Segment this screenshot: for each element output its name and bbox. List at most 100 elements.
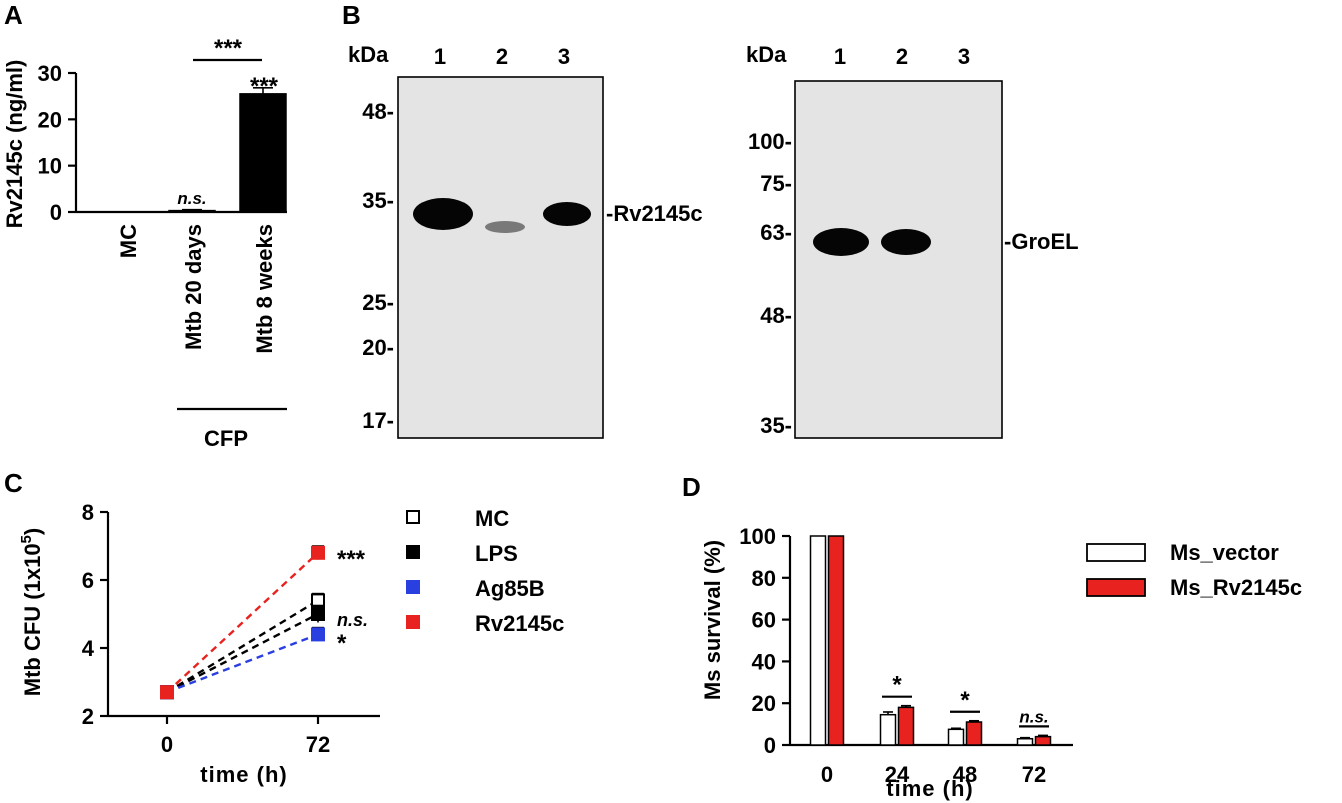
d-bar-ms_vector-24	[879, 713, 897, 746]
c-point-lps-1	[311, 607, 325, 621]
c-ytick-label-2: 6	[82, 568, 94, 593]
b1-band-lane-2	[485, 221, 525, 233]
a-group-label: CFP	[204, 426, 248, 451]
b2-band-label: -GroEL	[1004, 229, 1079, 254]
c-legend-label-lps: LPS	[475, 541, 518, 566]
a-bar-sig: ***	[250, 73, 279, 100]
b2-membrane	[794, 80, 1003, 439]
c-legend-marker-mc	[406, 510, 420, 524]
a-ytick-label-1: 10	[38, 154, 62, 179]
a-ylabel: Rv2145c (ng/ml)	[2, 60, 27, 229]
panel-label-b: B	[342, 0, 361, 30]
d-legend-swatch-ms_vector	[1086, 543, 1146, 562]
c-line-mc	[166, 599, 319, 694]
d-bar-ms_rv2145c-48	[965, 721, 983, 746]
c-legend-label-mc: MC	[475, 506, 509, 531]
c-xtick-label-0: 0	[161, 732, 173, 757]
a-ytick-label-3: 30	[38, 61, 62, 86]
d-bar-ms_vector-72	[1016, 737, 1034, 746]
c-ytick-label-0: 2	[82, 704, 94, 729]
d-ytick-label-2: 40	[752, 649, 776, 674]
d-bar-ms_rv2145c-72	[1034, 735, 1052, 746]
d-ytick-label-5: 100	[739, 524, 776, 549]
a-xtick-label-0: MC	[116, 224, 141, 258]
d-ytick-label-4: 80	[752, 566, 776, 591]
c-sig-ag: *	[337, 630, 347, 657]
a-ytick-label-2: 20	[38, 107, 62, 132]
b2-band-lane-2	[881, 229, 931, 255]
panel-label-c: C	[4, 468, 23, 498]
b1-marker-20: 20-	[362, 335, 394, 360]
c-legend-marker-rv2145c	[406, 615, 420, 629]
b1-marker-17: 17-	[362, 408, 394, 433]
b2-marker-48: 48-	[760, 303, 792, 328]
d-ytick-label-1: 20	[752, 691, 776, 716]
d-bar-ms_rv2145c-24	[897, 706, 915, 746]
d-ytick-label-0: 0	[764, 733, 776, 758]
d-bar-ms_vector-48	[947, 728, 965, 746]
a-bar-1	[168, 209, 216, 213]
b2-lane-1: 1	[834, 44, 846, 69]
c-xlabel: time (h)	[200, 762, 287, 787]
c-legend-marker-lps	[406, 545, 420, 559]
b1-band-lane-1	[413, 198, 473, 230]
d-ytick-label-3: 60	[752, 608, 776, 633]
c-ylabel-end: )	[20, 528, 45, 535]
b1-lane-2: 2	[496, 44, 508, 69]
a-xtick-label-2: Mtb 8 weeks	[252, 224, 277, 354]
d-xlabel: time (h)	[886, 776, 973, 801]
panel-b: kDa 1 2 3 48- 35- 25- 20- 17- -Rv2145c k…	[348, 42, 1079, 439]
c-sig-mc: n.s.	[337, 610, 368, 630]
b1-marker-25: 25-	[362, 290, 394, 315]
d-bar-ms_vector-0	[809, 535, 827, 746]
b2-lane-2: 2	[896, 44, 908, 69]
d-legend-label-ms_rv2145c: Ms_Rv2145c	[1170, 575, 1302, 600]
a-bar-ns: n.s.	[177, 189, 206, 208]
d-sig-label-3: n.s.	[1019, 707, 1048, 726]
c-sig-rv: ***	[337, 546, 366, 573]
c-legend-label-ag85b: Ag85B	[475, 576, 545, 601]
c-legend-marker-ag85b	[406, 580, 420, 594]
c-point-ag85b-1	[311, 627, 325, 642]
panel-a: Rv2145c (ng/ml) 0 10 20 30 MC Mtb 20 days Mtb…	[2, 35, 287, 451]
b2-marker-75: 75-	[760, 171, 792, 196]
d-ylabel: Ms survival (%)	[700, 540, 725, 700]
b2-marker-63: 63-	[760, 220, 792, 245]
d-bar-ms_rv2145c-0	[827, 535, 845, 746]
b1-marker-35: 35-	[362, 188, 394, 213]
c-line-ag85b	[166, 633, 319, 694]
c-point-rv2145c-0	[160, 685, 174, 700]
d-xtick-label-2: 48	[953, 762, 977, 787]
panel-c: Mtb CFU (1x105) 2 4 6 8 0 72 time (h) *** n.…	[18, 500, 564, 787]
c-line-rv2145c	[166, 551, 319, 694]
c-ytick-label-1: 4	[82, 636, 95, 661]
c-ylabel: Mtb CFU (1x105)	[18, 528, 45, 696]
panel-d: Ms survival (%) 0 20 40 60 80 100 0 24 48 72 * * n…	[700, 524, 1302, 801]
b1-lane-1: 1	[434, 44, 446, 69]
b2-band-lane-1	[813, 228, 869, 256]
d-xtick-label-0: 0	[821, 762, 833, 787]
b2-lane-3: 3	[958, 44, 970, 69]
c-ylabel-main: Mtb CFU (1x10	[20, 543, 45, 696]
a-bar-2	[239, 93, 287, 213]
d-xtick-label-3: 72	[1022, 762, 1046, 787]
c-ylabel-sup: 5	[18, 535, 35, 543]
b2-kda-label: kDa	[746, 42, 787, 67]
a-ytick-label-0: 0	[50, 200, 62, 225]
d-legend-swatch-ms_rv2145c	[1086, 578, 1146, 597]
b1-marker-48: 48-	[362, 99, 394, 124]
d-xtick-label-1: 24	[885, 762, 910, 787]
d-legend-label-ms_vector: Ms_vector	[1170, 540, 1279, 565]
b1-kda-label: kDa	[348, 42, 389, 67]
panel-label-a: A	[4, 0, 23, 30]
d-sig-label-2: *	[960, 687, 970, 714]
c-legend-label-rv2145c: Rv2145c	[475, 611, 564, 636]
b1-band-lane-3	[543, 202, 591, 226]
c-ytick-label-3: 8	[82, 500, 94, 525]
c-line-lps	[166, 612, 319, 694]
a-bracket-sig: ***	[214, 35, 243, 62]
b1-lane-3: 3	[558, 44, 570, 69]
d-sig-label-1: *	[892, 672, 902, 699]
b1-band-label: -Rv2145c	[606, 201, 703, 226]
